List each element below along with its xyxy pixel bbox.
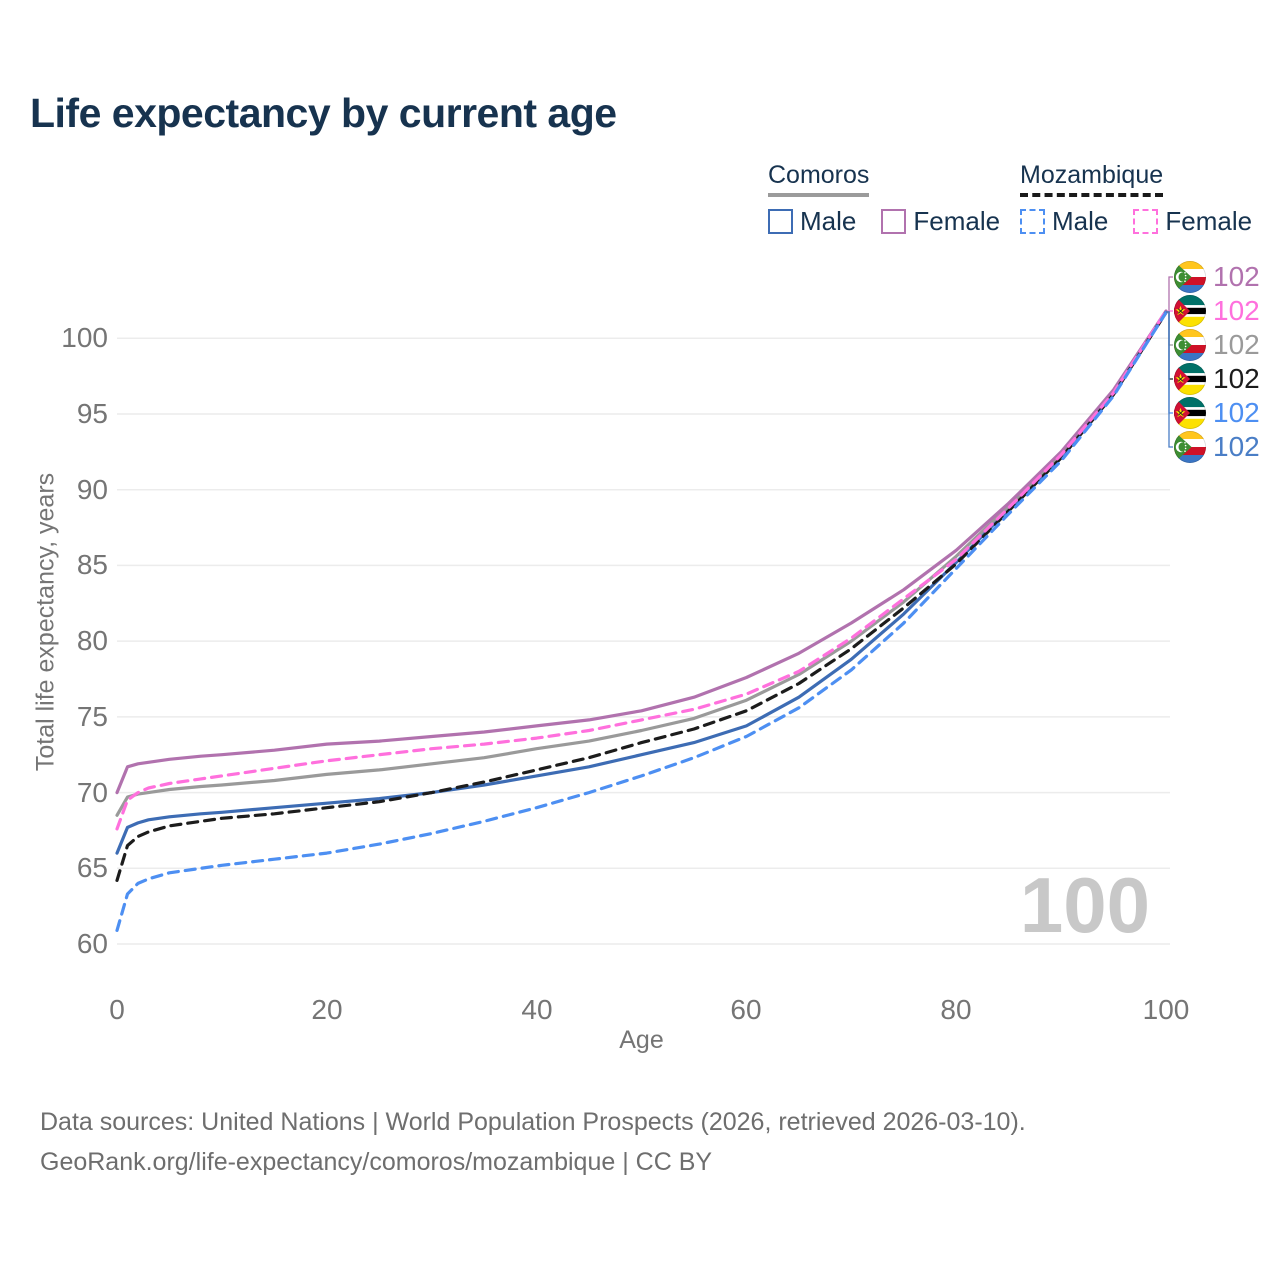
end-label-row-comoros: 102 (1174, 430, 1260, 464)
legend-item-label: Female (1165, 206, 1253, 236)
series-line-mozambique-male[interactable] (115, 310, 1168, 932)
series-line-comoros-female[interactable] (115, 309, 1168, 795)
legend-item-mozambique-female[interactable]: Female (1133, 206, 1252, 237)
end-labels-column: 102 102 (1174, 260, 1260, 464)
footer-data-sources: Data sources: United Nations | World Pop… (40, 1108, 1026, 1136)
end-label-value: 102 (1213, 397, 1260, 428)
legend-item-mozambique-male[interactable]: Male (1020, 206, 1108, 237)
end-label-leader-line (1166, 311, 1173, 448)
x-tick-label-100: 100 (1142, 994, 1190, 1025)
end-label-value: 102 (1213, 363, 1260, 394)
mozambique-flag-icon (1174, 363, 1206, 395)
y-tick-label-70: 70 (76, 777, 108, 808)
comoros-flag-icon (1174, 329, 1206, 361)
chart-title: Life expectancy by current age (30, 90, 617, 136)
footer-url[interactable]: GeoRank.org/life-expectancy/comoros/moza… (40, 1148, 713, 1176)
y-tick-label-95: 95 (76, 398, 108, 429)
end-label-row-mozambique: 102 (1174, 294, 1260, 328)
y-tick-label-75: 75 (76, 701, 108, 732)
series-line-mozambique-female[interactable] (115, 309, 1168, 831)
legend-group-comoros: Comoros Male Female (768, 161, 1000, 237)
y-tick-label-80: 80 (76, 625, 108, 656)
series-line-mozambique-total[interactable] (115, 310, 1168, 882)
y-tick-label-90: 90 (76, 474, 108, 505)
legend-item-label: Female (913, 206, 1001, 236)
y-tick-label-65: 65 (76, 852, 108, 883)
legend-item-comoros-female[interactable]: Female (881, 206, 1000, 237)
end-label-row-mozambique: 102 (1174, 362, 1260, 396)
x-tick-label-0: 0 (109, 994, 125, 1025)
mozambique-flag-icon (1174, 295, 1206, 327)
mozambique-flag-icon (1174, 295, 1206, 327)
end-label-row-comoros: 102 (1174, 260, 1260, 294)
comoros-flag-icon (1174, 261, 1206, 293)
legend-country-comoros[interactable]: Comoros (768, 161, 870, 197)
x-axis-title: Age (619, 1026, 664, 1054)
age-counter-watermark: 100 (1019, 861, 1150, 949)
end-label-value: 102 (1213, 431, 1260, 462)
legend-item-comoros-male[interactable]: Male (768, 206, 856, 237)
comoros-female-swatch-icon (881, 209, 907, 234)
y-axis-title: Total life expectancy, years (31, 472, 60, 772)
end-label-value: 102 (1213, 261, 1260, 292)
legend-items-mozambique: Male Female (1020, 206, 1252, 237)
comoros-flag-icon (1174, 261, 1206, 293)
comoros-flag-icon (1174, 329, 1206, 361)
legend-items-comoros: Male Female (768, 206, 1000, 237)
mozambique-male-swatch-icon (1020, 209, 1045, 234)
mozambique-flag-icon (1174, 363, 1206, 395)
series-line-comoros-total[interactable] (115, 310, 1168, 817)
y-tick-label-100: 100 (61, 322, 108, 353)
x-tick-label-40: 40 (521, 994, 553, 1025)
comoros-male-swatch-icon (768, 209, 793, 234)
legend-item-label: Male (800, 206, 857, 236)
legend-group-mozambique: Mozambique Male Female (1020, 161, 1252, 237)
x-tick-label-60: 60 (730, 994, 762, 1025)
series-line-comoros-male[interactable] (115, 310, 1168, 855)
end-label-leader-line (1166, 276, 1173, 313)
end-label-row-comoros: 102 (1174, 328, 1260, 362)
y-tick-label-85: 85 (76, 549, 108, 580)
mozambique-female-swatch-icon (1133, 209, 1159, 234)
comoros-flag-icon (1174, 431, 1206, 463)
comoros-flag-icon (1174, 431, 1206, 463)
end-label-value: 102 (1213, 329, 1260, 360)
mozambique-flag-icon (1174, 397, 1206, 429)
end-label-value: 102 (1213, 295, 1260, 326)
legend-country-mozambique[interactable]: Mozambique (1020, 161, 1164, 197)
mozambique-flag-icon (1174, 397, 1206, 429)
y-tick-label-60: 60 (76, 928, 108, 959)
legend-item-label: Male (1052, 206, 1109, 236)
x-tick-label-80: 80 (940, 994, 972, 1025)
x-tick-label-20: 20 (311, 994, 343, 1025)
end-label-row-mozambique: 102 (1174, 396, 1260, 430)
